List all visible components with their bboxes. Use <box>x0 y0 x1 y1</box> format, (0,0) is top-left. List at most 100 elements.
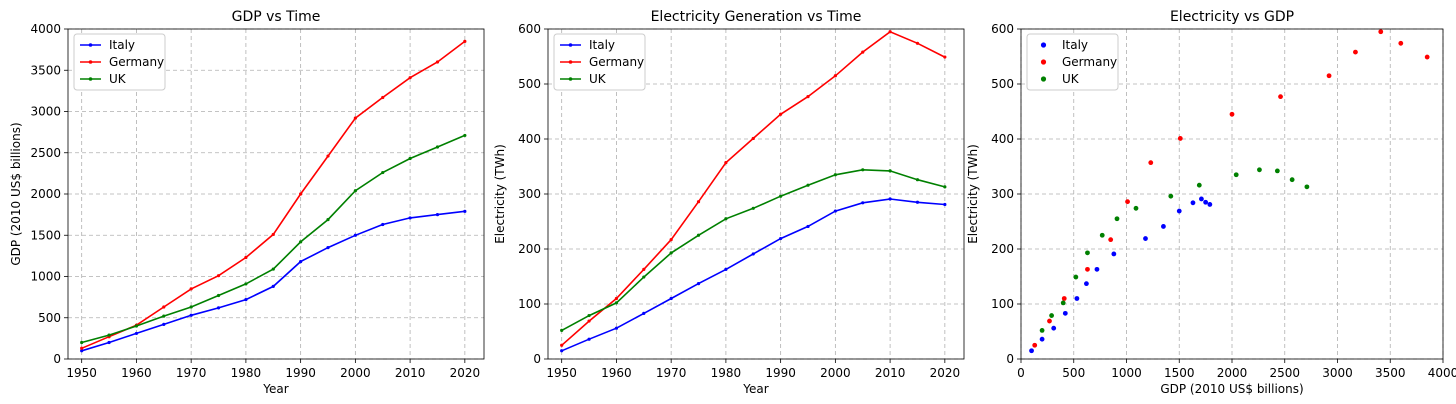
scatter-point-uk <box>1133 205 1139 211</box>
chart-title: Electricity vs GDP <box>1170 9 1294 25</box>
scatter-point-germany <box>1125 199 1130 205</box>
data-point-italy <box>381 222 385 227</box>
x-tick-label: 2010 <box>875 366 906 380</box>
scatter-point-germany <box>1353 49 1358 55</box>
data-point-italy <box>724 267 728 271</box>
data-point-uk <box>888 169 892 173</box>
data-point-germany <box>381 95 385 100</box>
scatter-point-italy <box>1207 202 1213 207</box>
scatter-point-italy <box>1074 296 1080 301</box>
data-point-italy <box>353 233 357 237</box>
data-point-italy <box>560 349 564 353</box>
y-tick-label: 300 <box>518 187 541 201</box>
data-point-uk <box>435 145 440 149</box>
y-tick-label: 4000 <box>30 22 61 36</box>
x-tick-label: 1980 <box>231 366 262 380</box>
legend-label-germany: Germany <box>589 55 644 69</box>
legend-label-italy: Italy <box>109 38 135 52</box>
data-point-germany <box>244 255 248 260</box>
x-tick-label: 2000 <box>820 366 851 380</box>
x-tick-label: 2500 <box>1269 366 1300 380</box>
scatter-point-germany <box>1177 136 1183 141</box>
data-point-italy <box>696 282 701 286</box>
data-point-italy <box>806 224 810 229</box>
data-point-italy <box>408 216 412 220</box>
data-point-italy <box>162 322 166 326</box>
x-tick-label: 1000 <box>1111 366 1142 380</box>
data-point-uk <box>833 173 837 177</box>
scatter-point-germany <box>1424 54 1430 60</box>
data-point-germany <box>915 41 920 45</box>
y-tick-label: 600 <box>991 22 1014 36</box>
data-point-germany <box>833 74 837 78</box>
data-point-uk <box>696 233 701 237</box>
data-point-germany <box>642 267 646 271</box>
chart-title: GDP vs Time <box>232 9 321 25</box>
data-point-germany <box>751 136 755 141</box>
legend-marker-uk <box>88 77 93 81</box>
chart-electricity-vs-time: 1950 1960 1970 1980 1990 2000 2010 2020 0 100 200 3… <box>493 9 965 396</box>
scatter-point-italy <box>1062 310 1068 316</box>
scatter-point-uk <box>1168 193 1174 199</box>
legend-marker-uk <box>568 77 573 81</box>
data-point-italy <box>915 200 920 204</box>
data-point-uk <box>642 275 646 279</box>
data-point-germany <box>189 287 193 291</box>
y-tick-label: 100 <box>518 297 541 311</box>
scatter-point-germany <box>1326 73 1332 79</box>
data-point-germany <box>216 274 221 278</box>
legend-label-italy: Italy <box>1062 38 1088 52</box>
x-tick-label: 2020 <box>450 366 481 380</box>
data-point-germany <box>326 154 330 158</box>
legend-marker-germany <box>568 60 573 64</box>
y-axis-label: Electricity (TWh) <box>493 144 507 244</box>
data-point-germany <box>299 192 303 196</box>
data-point-uk <box>779 194 783 198</box>
data-point-germany <box>587 319 591 323</box>
data-point-uk <box>669 251 673 255</box>
y-tick-label: 500 <box>518 77 541 91</box>
legend-label-italy: Italy <box>589 38 615 52</box>
data-point-germany <box>162 305 166 309</box>
scatter-point-italy <box>1190 200 1196 206</box>
x-tick-label: 1960 <box>121 366 152 380</box>
legend: Italy Germany UK <box>73 33 166 91</box>
scatter-point-germany <box>1229 111 1235 117</box>
scatter-point-germany <box>1061 296 1067 301</box>
data-point-uk <box>915 178 920 182</box>
scatter-point-italy <box>1203 199 1209 205</box>
data-point-italy <box>861 201 865 205</box>
x-tick-label: 2000 <box>1217 366 1248 380</box>
legend-label-germany: Germany <box>1062 55 1117 69</box>
legend: Italy Germany UK <box>1026 33 1119 91</box>
data-point-germany <box>888 30 892 34</box>
scatter-point-germany <box>1398 40 1404 46</box>
data-point-germany <box>614 296 619 301</box>
data-point-italy <box>107 340 111 345</box>
scatter-point-italy <box>1199 196 1204 202</box>
x-tick-label: 3500 <box>1375 366 1406 380</box>
data-point-germany <box>353 116 357 120</box>
scatter-point-germany <box>1047 318 1052 324</box>
y-tick-label: 600 <box>518 22 541 36</box>
scatter-point-italy <box>1176 208 1182 214</box>
y-tick-label: 500 <box>38 311 61 325</box>
x-tick-label: 1970 <box>176 366 207 380</box>
data-point-italy <box>326 246 330 250</box>
y-tick-label: 500 <box>991 77 1014 91</box>
legend-marker-italy <box>1040 42 1047 48</box>
x-tick-label: 2010 <box>395 366 426 380</box>
scatter-point-italy <box>1051 325 1057 331</box>
data-point-uk <box>463 133 467 138</box>
legend-label-uk: UK <box>109 72 127 86</box>
scatter-point-uk <box>1196 182 1202 188</box>
data-point-uk <box>587 313 591 318</box>
x-axis-label: GDP (2010 US$ billions) <box>1160 382 1303 396</box>
legend-label-uk: UK <box>589 72 607 86</box>
y-tick-label: 1500 <box>30 228 61 242</box>
scatter-point-germany <box>1148 160 1154 166</box>
data-point-italy <box>779 236 783 241</box>
data-point-uk <box>751 206 755 210</box>
scatter-point-italy <box>1084 281 1089 287</box>
